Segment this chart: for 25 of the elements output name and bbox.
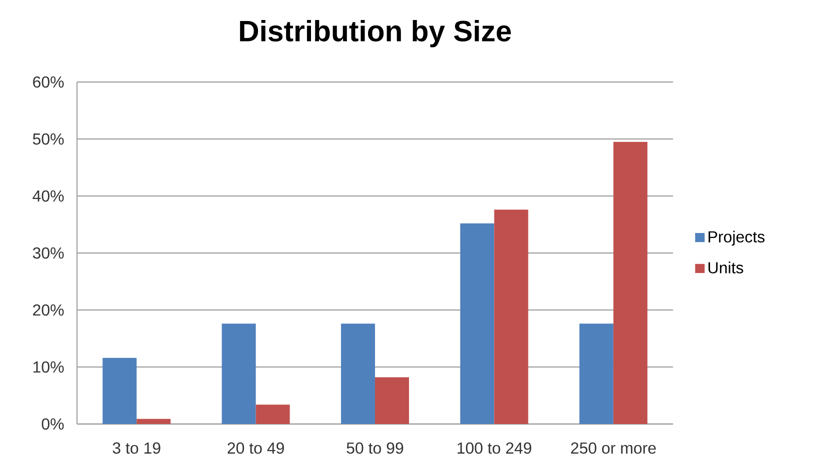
chart-title: Distribution by Size [240, 20, 511, 48]
x-tick-label: 100 to 249 [458, 442, 532, 454]
y-tick-label: 40% [32, 190, 64, 202]
y-tick-label: 0% [42, 418, 64, 430]
bar [256, 404, 290, 424]
y-tick-label: 50% [32, 133, 64, 145]
legend-label: Projects [708, 230, 765, 246]
bar [613, 142, 648, 424]
legend-label: Units [708, 262, 744, 274]
y-tick-label: 10% [33, 361, 64, 373]
bar [102, 358, 137, 424]
x-tick-label: 50 to 99 [346, 442, 404, 454]
bar [579, 324, 614, 424]
y-tick-label: 60% [33, 76, 64, 88]
bar [494, 210, 528, 424]
y-tick-label: 30% [32, 247, 64, 259]
bar [136, 418, 171, 424]
bar [460, 223, 494, 424]
x-tick-label: 20 to 49 [228, 442, 284, 454]
bar [341, 324, 376, 424]
bar [375, 377, 409, 424]
y-tick-label: 20% [33, 304, 64, 316]
bar [222, 324, 256, 424]
x-tick-label: 250 or more [571, 442, 656, 454]
x-tick-label: 3 to 19 [112, 442, 160, 454]
